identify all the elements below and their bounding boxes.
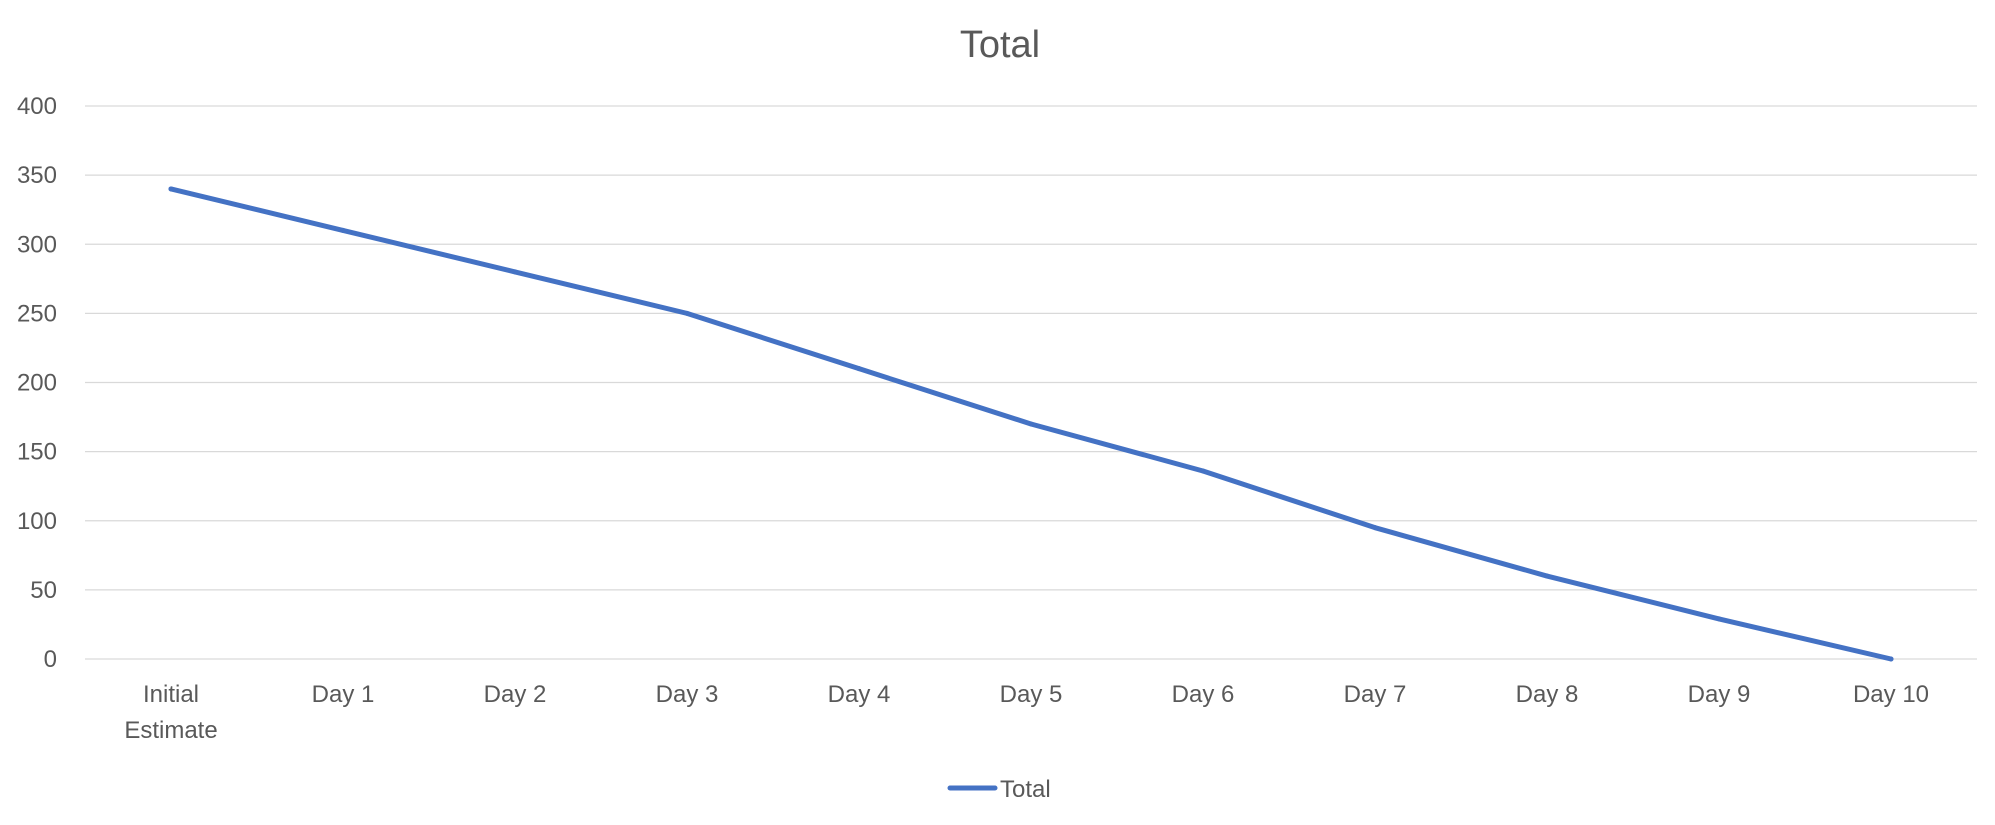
y-tick-label: 300 xyxy=(17,231,57,258)
x-tick-label: Day 3 xyxy=(656,681,719,708)
data-point xyxy=(684,310,690,316)
y-tick-label: 50 xyxy=(30,577,57,604)
x-tick-label: Day 10 xyxy=(1853,681,1929,708)
data-point xyxy=(1716,616,1722,622)
data-point xyxy=(512,269,518,275)
x-tick-label: Day 8 xyxy=(1516,681,1579,708)
x-tick-label: Day 2 xyxy=(484,681,547,708)
data-point xyxy=(1544,573,1550,579)
x-tick-label: Day 1 xyxy=(312,681,375,708)
data-point xyxy=(1372,525,1378,531)
x-tick-label: Day 9 xyxy=(1688,681,1751,708)
y-tick-label: 0 xyxy=(44,646,57,673)
data-point xyxy=(1200,468,1206,474)
x-tick-label: Day 4 xyxy=(828,681,891,708)
chart-title: Total xyxy=(960,24,1040,66)
data-point xyxy=(856,366,862,372)
y-tick-label: 350 xyxy=(17,162,57,189)
legend-label-total: Total xyxy=(1000,776,1051,803)
y-tick-label: 200 xyxy=(17,370,57,397)
x-tick-label: Day 6 xyxy=(1172,681,1235,708)
y-axis-ticks: 0 50 100 150 200 250 300 350 400 xyxy=(17,93,57,673)
data-point xyxy=(168,186,174,192)
x-axis-ticks: Initial Estimate Day 1 Day 2 Day 3 Day 4 Day 5… xyxy=(124,681,1929,744)
y-tick-label: 400 xyxy=(17,93,57,120)
data-point xyxy=(340,227,346,233)
y-tick-label: 150 xyxy=(17,439,57,466)
y-tick-label: 100 xyxy=(17,508,57,535)
x-tick-label: Initial Estimate xyxy=(124,681,217,744)
series-layer xyxy=(168,186,1894,662)
legend: Total xyxy=(947,776,1051,803)
y-tick-label: 250 xyxy=(17,300,57,327)
x-tick-label: Day 5 xyxy=(1000,681,1063,708)
data-point xyxy=(1888,656,1894,662)
data-point xyxy=(1028,421,1034,427)
gridlines xyxy=(85,105,1977,660)
x-tick-label: Day 7 xyxy=(1344,681,1407,708)
